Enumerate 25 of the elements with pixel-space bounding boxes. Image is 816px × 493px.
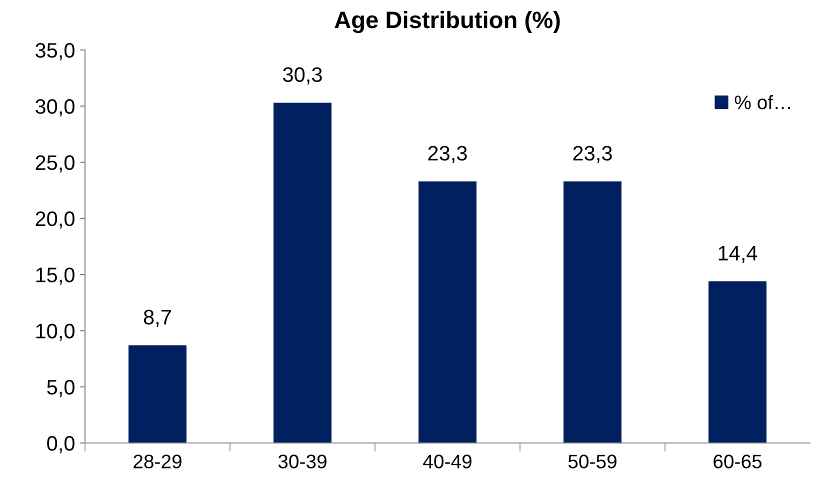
chart-title: Age Distribution (%) [334, 10, 560, 34]
y-tick-label: 0,0 [47, 436, 74, 454]
x-tick-label: 40-49 [423, 454, 472, 468]
x-tick-label: 50-59 [568, 454, 616, 468]
x-tick-label: 60-65 [714, 454, 762, 468]
bar [708, 281, 766, 443]
y-tick-label: 35,0 [36, 43, 74, 60]
y-tick-label: 30,0 [36, 99, 74, 116]
data-label: 23,3 [428, 146, 467, 164]
y-tick-label: 15,0 [36, 268, 74, 285]
data-label: 23,3 [573, 146, 612, 164]
x-tick-label: 28-29 [134, 454, 182, 468]
data-label: 14,4 [718, 246, 758, 263]
y-tick-label: 25,0 [36, 155, 74, 172]
y-tick-label: 10,0 [36, 324, 74, 341]
y-tick-label: 5,0 [47, 380, 74, 398]
legend-label: % of… [734, 95, 790, 110]
bar [128, 345, 186, 443]
x-tick-label: 30-39 [278, 454, 326, 468]
y-tick-label: 20,0 [36, 211, 74, 229]
bar [564, 181, 622, 443]
data-label: 30,3 [283, 67, 322, 84]
bar [418, 181, 476, 443]
data-label: 8,7 [144, 310, 171, 327]
bar [274, 102, 332, 443]
